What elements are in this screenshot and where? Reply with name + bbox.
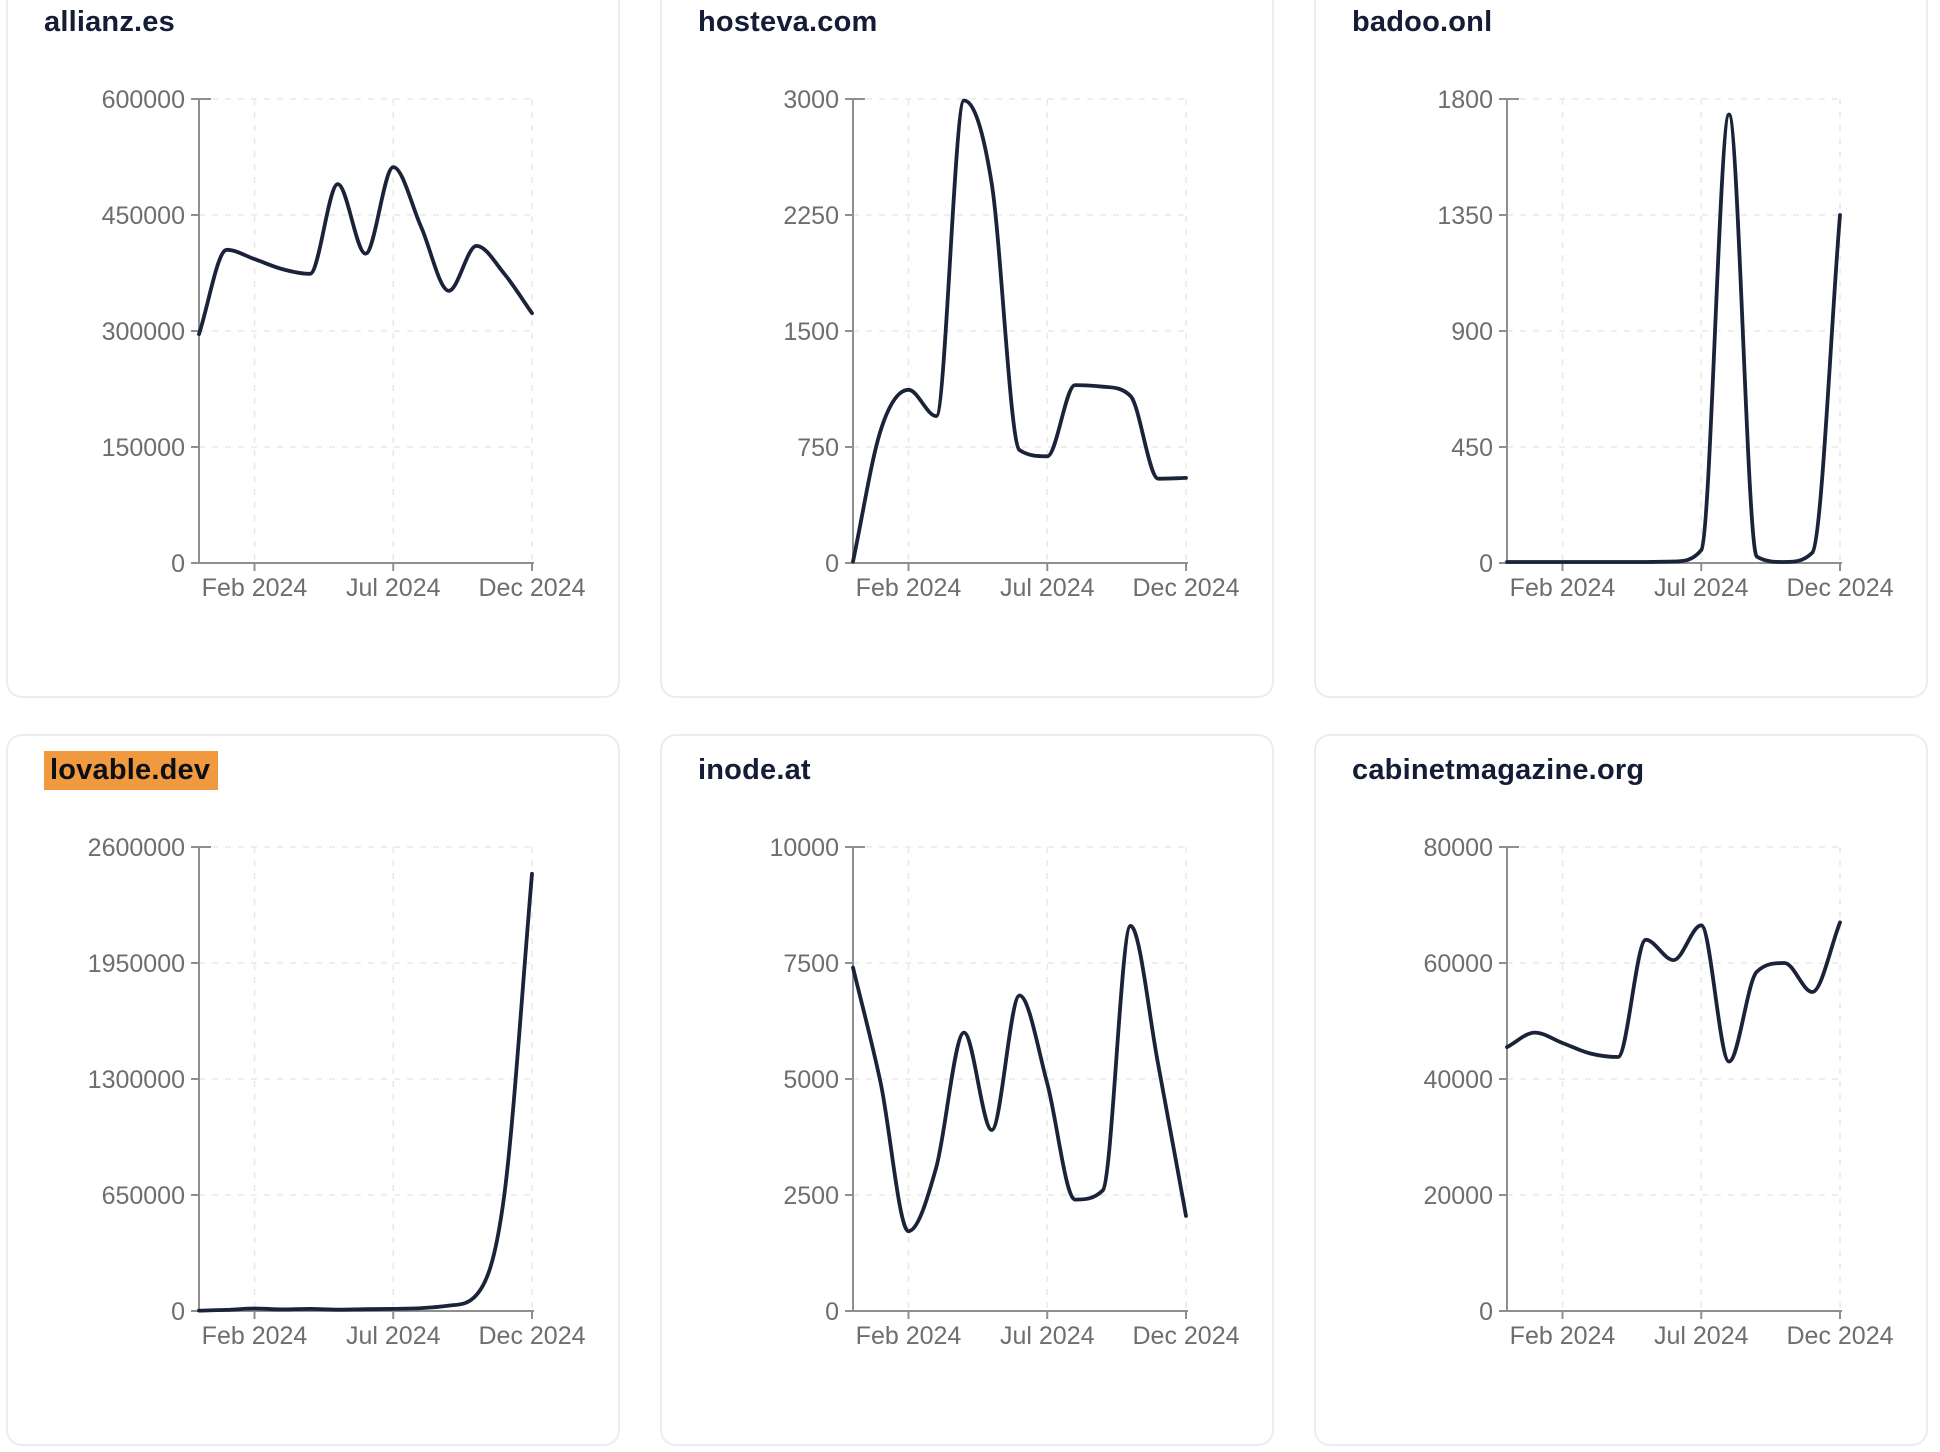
domain-title: hosteva.com bbox=[698, 4, 1272, 40]
domain-title: lovable.dev bbox=[44, 751, 618, 790]
y-tick-label: 2600000 bbox=[88, 834, 185, 862]
y-tick-label: 1500 bbox=[783, 318, 839, 346]
y-tick-label: 2250 bbox=[783, 202, 839, 230]
x-tick-label: Jul 2024 bbox=[1000, 1322, 1095, 1350]
y-tick-label: 300000 bbox=[102, 318, 185, 346]
traffic-chart: 0 650000 1300000 1950000 2600000 Feb 2024 Jul … bbox=[88, 834, 586, 1350]
domain-title: allianz.es bbox=[44, 4, 618, 40]
traffic-chart: 0 20000 40000 60000 80000 Feb 2024 Jul 2024 Dec… bbox=[1423, 834, 1893, 1350]
domain-card: lovable.dev 0 650000 1300000 1950000 2600000 F… bbox=[6, 734, 620, 1446]
y-tick-label: 1350 bbox=[1437, 202, 1493, 230]
x-tick-label: Jul 2024 bbox=[1654, 574, 1749, 602]
y-tick-label: 0 bbox=[171, 1298, 185, 1326]
y-tick-label: 650000 bbox=[102, 1182, 185, 1210]
x-tick-label: Jul 2024 bbox=[1000, 574, 1095, 602]
traffic-chart: 0 150000 300000 450000 600000 Feb 2024 Jul 202… bbox=[102, 86, 586, 602]
y-tick-label: 80000 bbox=[1423, 834, 1493, 862]
x-tick-label: Jul 2024 bbox=[1654, 1322, 1749, 1350]
x-tick-label: Feb 2024 bbox=[1510, 574, 1616, 602]
x-tick-label: Feb 2024 bbox=[856, 1322, 962, 1350]
domain-title: badoo.onl bbox=[1352, 4, 1926, 40]
y-tick-label: 7500 bbox=[783, 950, 839, 978]
traffic-chart: 0 750 1500 2250 3000 Feb 2024 Jul 2024 Dec 2024 bbox=[783, 86, 1239, 602]
y-tick-label: 40000 bbox=[1423, 1066, 1493, 1094]
y-tick-label: 10000 bbox=[769, 834, 839, 862]
traffic-line bbox=[851, 924, 1188, 1234]
domain-card: inode.at 0 2500 5000 7500 10000 Feb 2024 Jul 20… bbox=[660, 734, 1274, 1446]
domain-card: hosteva.com 0 750 1500 2250 3000 Feb 2024 Jul 2… bbox=[660, 0, 1274, 698]
domain-card: cabinetmagazine.org 0 20000 40000 60000 80000… bbox=[1314, 734, 1928, 1446]
y-tick-label: 2500 bbox=[783, 1182, 839, 1210]
y-tick-label: 450000 bbox=[102, 202, 185, 230]
y-tick-label: 0 bbox=[825, 550, 839, 578]
x-tick-label: Feb 2024 bbox=[1510, 1322, 1616, 1350]
x-tick-label: Jul 2024 bbox=[346, 574, 441, 602]
y-tick-label: 450 bbox=[1451, 434, 1493, 462]
domain-card: allianz.es 0 150000 300000 450000 600000 Feb 2… bbox=[6, 0, 620, 698]
domain-title: cabinetmagazine.org bbox=[1352, 752, 1926, 788]
traffic-line bbox=[1505, 112, 1842, 564]
domain-card: badoo.onl 0 450 900 1350 1800 Feb 2024 Jul 2024… bbox=[1314, 0, 1928, 698]
traffic-line bbox=[197, 165, 534, 336]
domain-title-highlight: lovable.dev bbox=[44, 751, 219, 790]
y-tick-label: 0 bbox=[1479, 550, 1493, 578]
x-tick-label: Dec 2024 bbox=[478, 1322, 585, 1350]
traffic-line bbox=[851, 98, 1188, 564]
y-tick-label: 1950000 bbox=[88, 950, 185, 978]
x-tick-label: Jul 2024 bbox=[346, 1322, 441, 1350]
y-tick-label: 0 bbox=[825, 1298, 839, 1326]
y-tick-label: 150000 bbox=[102, 434, 185, 462]
x-tick-label: Dec 2024 bbox=[478, 574, 585, 602]
y-tick-label: 0 bbox=[1479, 1298, 1493, 1326]
y-tick-label: 1300000 bbox=[88, 1066, 185, 1094]
y-tick-label: 5000 bbox=[783, 1066, 839, 1094]
y-tick-label: 750 bbox=[797, 434, 839, 462]
y-tick-label: 600000 bbox=[102, 86, 185, 114]
x-tick-label: Feb 2024 bbox=[202, 1322, 308, 1350]
x-tick-label: Dec 2024 bbox=[1132, 1322, 1239, 1350]
domain-title-text: badoo.onl bbox=[1352, 6, 1493, 38]
domain-title-text: hosteva.com bbox=[698, 6, 878, 38]
traffic-chart: 0 2500 5000 7500 10000 Feb 2024 Jul 2024 Dec 20… bbox=[769, 834, 1239, 1350]
y-tick-label: 3000 bbox=[783, 86, 839, 114]
x-tick-label: Dec 2024 bbox=[1786, 1322, 1893, 1350]
x-tick-label: Feb 2024 bbox=[202, 574, 308, 602]
y-tick-label: 20000 bbox=[1423, 1182, 1493, 1210]
y-tick-label: 1800 bbox=[1437, 86, 1493, 114]
y-tick-label: 60000 bbox=[1423, 950, 1493, 978]
domain-title: inode.at bbox=[698, 752, 1272, 788]
x-tick-label: Dec 2024 bbox=[1132, 574, 1239, 602]
domain-title-text: allianz.es bbox=[44, 6, 175, 38]
traffic-line bbox=[1505, 920, 1842, 1064]
y-tick-label: 900 bbox=[1451, 318, 1493, 346]
domain-title-text: cabinetmagazine.org bbox=[1352, 754, 1645, 786]
x-tick-label: Dec 2024 bbox=[1786, 574, 1893, 602]
domain-title-text: inode.at bbox=[698, 754, 811, 786]
x-tick-label: Feb 2024 bbox=[856, 574, 962, 602]
traffic-line bbox=[197, 871, 534, 1313]
y-tick-label: 0 bbox=[171, 550, 185, 578]
traffic-chart: 0 450 900 1350 1800 Feb 2024 Jul 2024 Dec 2024 bbox=[1437, 86, 1893, 602]
